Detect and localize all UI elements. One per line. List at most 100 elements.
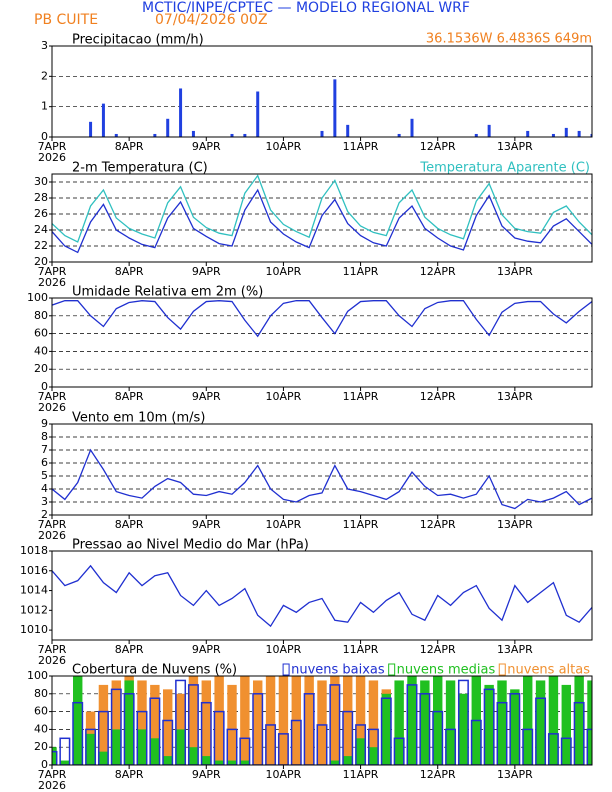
bar bbox=[137, 680, 147, 765]
bar bbox=[85, 733, 96, 765]
bar bbox=[316, 724, 328, 765]
bar bbox=[72, 701, 84, 765]
plot-area bbox=[52, 174, 592, 254]
x-tick-label: 7APR bbox=[38, 643, 67, 656]
legend-label: nuvens medias bbox=[397, 663, 496, 678]
legend-swatch bbox=[498, 663, 506, 676]
bar bbox=[590, 133, 592, 137]
y-tick-label: 80 bbox=[34, 687, 48, 700]
bar bbox=[201, 756, 211, 765]
plot-frame bbox=[51, 297, 593, 388]
y-tick-label: 2 bbox=[41, 508, 48, 521]
bar bbox=[561, 684, 571, 765]
x-tick-label: 9APR bbox=[192, 643, 221, 656]
bar bbox=[368, 747, 379, 765]
bar bbox=[457, 679, 469, 765]
bar bbox=[243, 133, 247, 137]
legend: nuvens baixas nuvens medias nuvens altas bbox=[282, 663, 590, 678]
bar bbox=[458, 693, 469, 765]
x-tick-label: 12APR bbox=[420, 768, 456, 781]
plot-frame bbox=[51, 45, 593, 138]
data-line bbox=[52, 188, 592, 254]
bar bbox=[535, 697, 547, 765]
panel-title: Pressao ao Nivel Medio do Mar (hPa) bbox=[72, 538, 309, 553]
bar bbox=[586, 728, 592, 765]
bar bbox=[101, 103, 105, 137]
x-tick-label: 7APR bbox=[38, 518, 67, 531]
legend-label: nuvens altas bbox=[507, 663, 590, 678]
bar bbox=[573, 701, 585, 765]
bar bbox=[587, 680, 592, 765]
x-tick-label: 12APR bbox=[420, 140, 456, 153]
bar bbox=[187, 684, 199, 765]
bar bbox=[150, 684, 160, 765]
y-tick-label: 100 bbox=[27, 669, 48, 682]
y-tick-label: 6 bbox=[41, 456, 48, 469]
bar bbox=[487, 124, 491, 137]
x-year-label: 2026 bbox=[38, 529, 66, 542]
bar bbox=[175, 679, 187, 765]
x-tick-label: 10APR bbox=[266, 265, 302, 278]
data-line bbox=[52, 300, 592, 338]
panel-title: Cobertura de Nuvens (%) bbox=[72, 663, 237, 678]
run-time: 07/04/2026 00Z bbox=[155, 12, 268, 28]
bar bbox=[226, 728, 238, 765]
bar bbox=[85, 728, 97, 765]
x-tick-label: 11APR bbox=[343, 390, 379, 403]
bar bbox=[166, 118, 170, 137]
bar bbox=[111, 729, 121, 765]
x-year-label: 2026 bbox=[38, 654, 66, 667]
panel-title: 2-m Temperatura (C) bbox=[72, 161, 208, 176]
bar bbox=[577, 130, 581, 137]
bar bbox=[497, 680, 507, 765]
x-tick-label: 13APR bbox=[497, 265, 533, 278]
y-tick-label: 60 bbox=[34, 705, 48, 718]
y-tick-label: 80 bbox=[34, 309, 48, 322]
panel-title: Umidade Relativa em 2m (%) bbox=[72, 285, 263, 300]
bar bbox=[240, 676, 250, 765]
x-year-label: 2026 bbox=[38, 401, 66, 414]
y-tick-label: 1010 bbox=[20, 623, 48, 636]
y-tick-label: 1018 bbox=[20, 544, 48, 557]
bar bbox=[163, 689, 173, 765]
bar bbox=[163, 756, 173, 765]
x-tick-label: 9APR bbox=[192, 518, 221, 531]
x-tick-label: 12APR bbox=[420, 390, 456, 403]
bar bbox=[445, 728, 457, 765]
bar bbox=[523, 676, 533, 765]
bar bbox=[227, 760, 237, 765]
bar bbox=[320, 130, 324, 137]
y-tick-label: 0 bbox=[41, 130, 48, 143]
bar bbox=[510, 689, 520, 765]
y-tick-label: 100 bbox=[27, 291, 48, 304]
y-tick-label: 0 bbox=[41, 380, 48, 393]
bar bbox=[407, 676, 417, 765]
bar bbox=[381, 693, 391, 765]
x-tick-label: 8APR bbox=[115, 643, 144, 656]
bar bbox=[52, 747, 57, 765]
bar bbox=[200, 701, 212, 765]
page-title: MCTIC/INPE/CPTEC — MODELO REGIONAL WRF bbox=[142, 0, 470, 16]
x-tick-label: 10APR bbox=[266, 643, 302, 656]
legend-swatch bbox=[282, 663, 290, 676]
bar bbox=[265, 724, 277, 765]
y-tick-label: 4 bbox=[41, 482, 48, 495]
bar bbox=[253, 680, 263, 765]
data-line bbox=[52, 564, 592, 628]
x-tick-label: 13APR bbox=[497, 390, 533, 403]
bar bbox=[394, 680, 404, 765]
legend: Temperatura Aparente (C) bbox=[419, 161, 590, 176]
x-tick-label: 10APR bbox=[266, 390, 302, 403]
x-year-label: 2026 bbox=[38, 779, 66, 792]
data-line bbox=[52, 448, 592, 510]
bar bbox=[149, 697, 161, 765]
x-tick-label: 13APR bbox=[497, 643, 533, 656]
x-tick-label: 7APR bbox=[38, 265, 67, 278]
bar bbox=[330, 676, 340, 765]
bar bbox=[346, 124, 350, 137]
bar bbox=[445, 680, 456, 765]
plot-area bbox=[52, 448, 592, 510]
bar bbox=[150, 738, 160, 765]
x-tick-label: 8APR bbox=[115, 390, 144, 403]
